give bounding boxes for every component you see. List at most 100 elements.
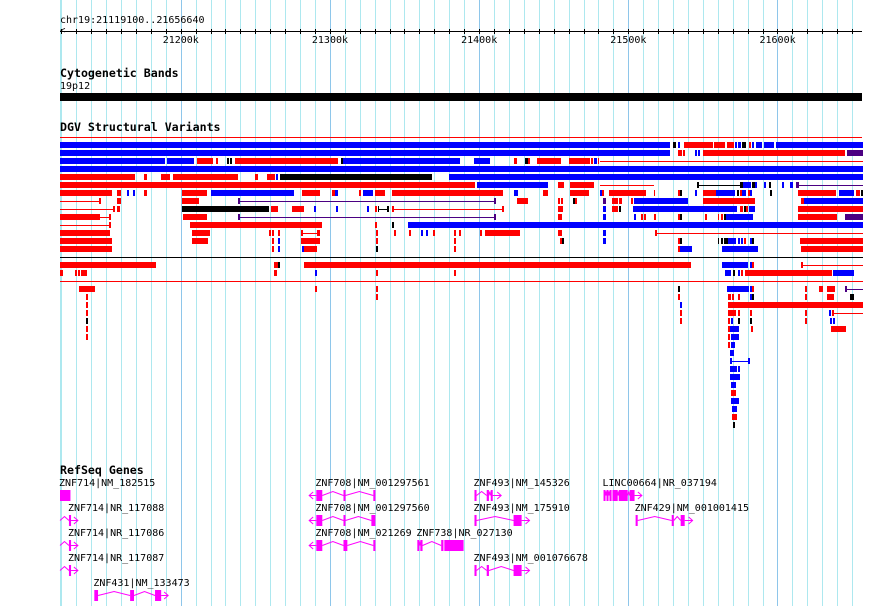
structural-variant[interactable] [677, 213, 680, 220]
structural-variant[interactable] [728, 301, 863, 308]
structural-variant[interactable] [633, 213, 636, 220]
structural-variant[interactable] [560, 197, 563, 204]
structural-variant[interactable] [697, 181, 699, 188]
structural-variant[interactable] [743, 237, 746, 244]
structural-variant-link[interactable] [60, 208, 114, 210]
gene-model[interactable] [0, 540, 890, 552]
structural-variant[interactable] [313, 205, 317, 212]
structural-variant[interactable] [846, 149, 863, 156]
structural-variant[interactable] [238, 213, 241, 220]
structural-variant[interactable] [74, 269, 77, 276]
structural-variant[interactable] [702, 189, 716, 196]
structural-variant-link[interactable] [240, 216, 494, 218]
structural-variant[interactable] [274, 269, 278, 276]
structural-variant[interactable] [803, 197, 863, 204]
structural-variant[interactable] [729, 365, 737, 372]
structural-variant[interactable] [210, 189, 295, 196]
structural-variant[interactable] [730, 397, 739, 404]
structural-variant[interactable] [738, 141, 742, 148]
track-title-dgv-structural-variants[interactable]: DGV Structural Variants [60, 120, 221, 134]
structural-variant[interactable] [277, 261, 281, 268]
structural-variant[interactable] [60, 189, 113, 196]
structural-variant[interactable] [677, 245, 680, 252]
structural-variant[interactable] [677, 189, 680, 196]
structural-variant[interactable] [302, 245, 305, 252]
structural-variant[interactable] [374, 205, 378, 212]
structural-variant-link[interactable] [698, 184, 740, 186]
structural-variant[interactable] [376, 245, 379, 252]
structural-variant[interactable] [720, 213, 723, 220]
structural-variant-link[interactable] [60, 200, 100, 202]
structural-variant[interactable] [274, 261, 278, 268]
structural-variant[interactable] [78, 285, 96, 292]
structural-variant[interactable] [528, 157, 530, 164]
gene-model[interactable] [0, 515, 890, 527]
structural-variant[interactable] [376, 237, 379, 244]
structural-variant[interactable] [255, 173, 258, 180]
structural-variant[interactable] [804, 293, 807, 300]
structural-variant[interactable] [454, 269, 457, 276]
structural-variant[interactable] [743, 205, 746, 212]
structural-variant[interactable] [749, 205, 755, 212]
structural-variant[interactable] [167, 157, 195, 164]
structural-variant[interactable] [800, 245, 863, 252]
structural-variant[interactable] [683, 141, 713, 148]
structural-variant[interactable] [85, 293, 89, 300]
structural-variant[interactable] [301, 229, 304, 236]
structural-variant[interactable] [776, 141, 863, 148]
structural-variant[interactable] [749, 261, 752, 268]
structural-variant[interactable] [143, 173, 147, 180]
structural-variant-link[interactable] [657, 232, 863, 234]
structural-variant[interactable] [116, 197, 122, 204]
structural-variant[interactable] [77, 269, 80, 276]
structural-variant[interactable] [633, 197, 688, 204]
structural-variant[interactable] [301, 189, 321, 196]
structural-variant-link[interactable] [732, 360, 748, 362]
scroll-left-arrow-icon[interactable]: < [60, 26, 66, 36]
structural-variant[interactable] [749, 141, 751, 148]
structural-variant[interactable] [679, 245, 692, 252]
structural-variant[interactable] [677, 237, 680, 244]
structural-variant[interactable] [800, 237, 863, 244]
structural-variant[interactable] [677, 149, 680, 156]
structural-variant[interactable] [800, 197, 804, 204]
structural-variant[interactable] [751, 293, 754, 300]
structural-variant[interactable] [728, 341, 731, 348]
structural-variant[interactable] [679, 189, 682, 196]
gene-model[interactable] [0, 565, 890, 577]
structural-variant[interactable] [557, 229, 562, 236]
structural-variant[interactable] [477, 181, 548, 188]
structural-variant[interactable] [394, 229, 397, 236]
structural-variant[interactable] [677, 141, 680, 148]
structural-variant[interactable] [292, 205, 305, 212]
structural-variant[interactable] [113, 205, 116, 212]
structural-variant[interactable] [85, 333, 89, 340]
structural-variant[interactable] [740, 237, 743, 244]
structural-variant[interactable] [804, 285, 807, 292]
structural-variant[interactable] [679, 309, 682, 316]
structural-variant[interactable] [173, 173, 238, 180]
structural-variant[interactable] [723, 213, 726, 220]
structural-variant[interactable] [133, 189, 135, 196]
structural-variant[interactable] [682, 149, 686, 156]
structural-variant[interactable] [474, 157, 490, 164]
structural-variant[interactable] [756, 141, 763, 148]
structural-variant[interactable] [271, 205, 278, 212]
gene-label[interactable]: ZNF708|NM_001297560 [315, 503, 430, 514]
structural-variant[interactable] [611, 197, 618, 204]
structural-variant[interactable] [409, 229, 412, 236]
structural-variant[interactable] [301, 237, 320, 244]
structural-variant[interactable] [493, 213, 496, 220]
gene-label[interactable]: ZNF708|NM_001297561 [315, 478, 430, 489]
structural-variant-link[interactable] [394, 208, 502, 210]
structural-variant[interactable] [643, 213, 646, 220]
structural-variant[interactable] [640, 213, 643, 220]
structural-variant[interactable] [60, 141, 671, 148]
structural-variant[interactable] [752, 181, 756, 188]
structural-variant[interactable] [374, 189, 386, 196]
structural-variant[interactable] [182, 189, 208, 196]
structural-variant[interactable] [336, 205, 338, 212]
structural-variant[interactable] [745, 205, 748, 212]
structural-variant[interactable] [717, 213, 720, 220]
structural-variant[interactable] [677, 293, 680, 300]
